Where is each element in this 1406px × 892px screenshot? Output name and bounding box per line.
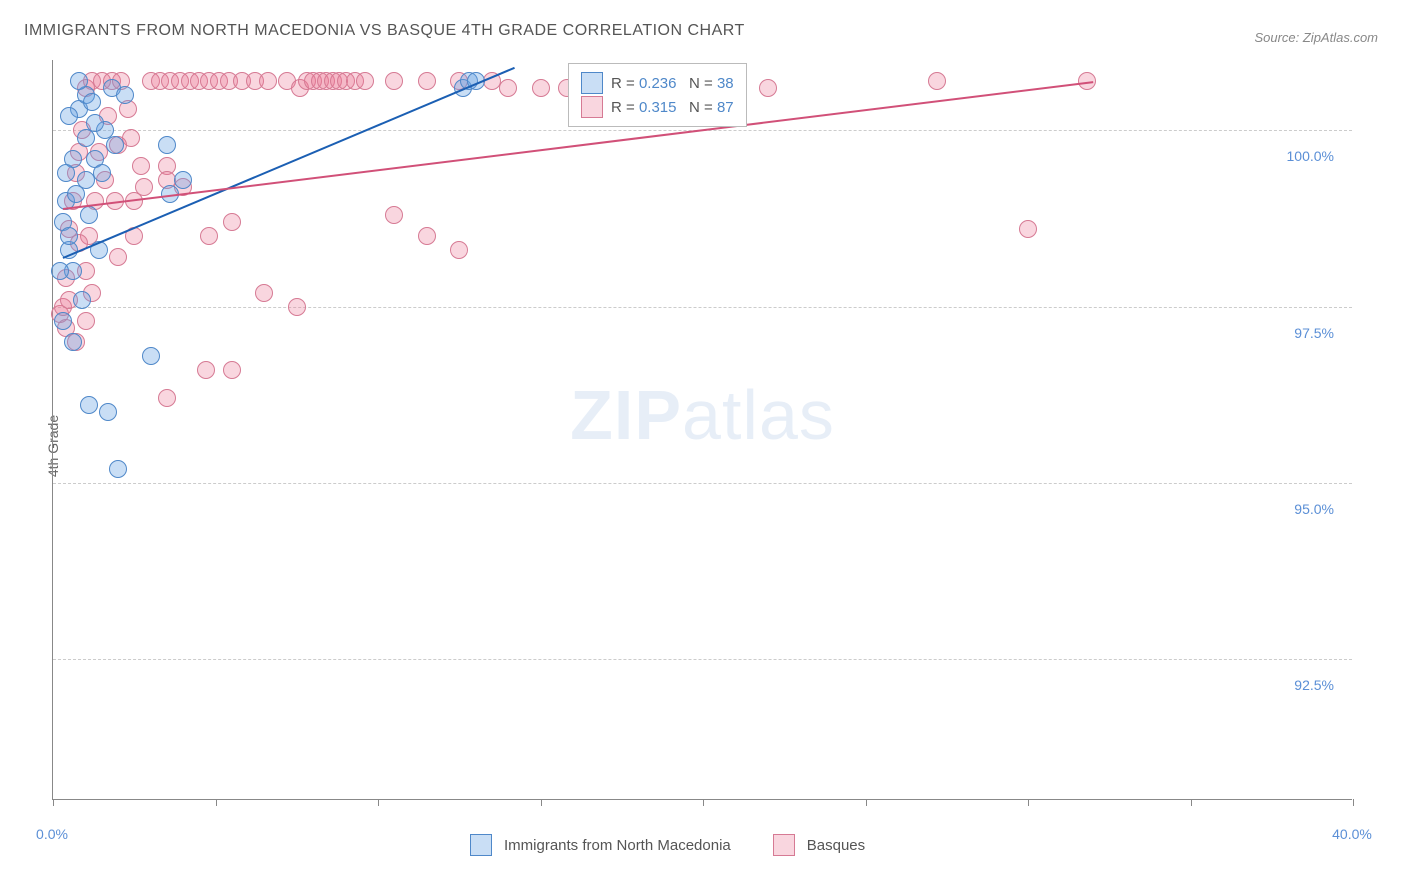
scatter-point-series2	[158, 389, 176, 407]
x-tick	[53, 799, 54, 806]
watermark-bold: ZIP	[570, 376, 682, 454]
correlation-text: R = 0.315 N = 87	[611, 99, 734, 116]
y-tick-label: 100.0%	[1287, 148, 1334, 164]
scatter-point-series1	[93, 164, 111, 182]
x-tick	[1353, 799, 1354, 806]
scatter-point-series2	[928, 72, 946, 90]
legend-swatch	[581, 96, 603, 118]
x-tick-label: 0.0%	[36, 826, 68, 842]
scatter-point-series2	[77, 312, 95, 330]
scatter-point-series2	[259, 72, 277, 90]
gridline	[53, 307, 1352, 308]
correlation-legend-row: R = 0.315 N = 87	[581, 96, 734, 118]
legend-swatch	[773, 834, 795, 856]
legend-label: Immigrants from North Macedonia	[504, 837, 731, 854]
scatter-point-series1	[67, 185, 85, 203]
correlation-legend-row: R = 0.236 N = 38	[581, 72, 734, 94]
scatter-point-series2	[135, 178, 153, 196]
scatter-point-series1	[106, 136, 124, 154]
scatter-point-series2	[499, 79, 517, 97]
series-legend: Immigrants from North Macedonia Basques	[470, 834, 895, 856]
scatter-point-series1	[86, 114, 104, 132]
gridline	[53, 659, 1352, 660]
legend-label: Basques	[807, 837, 865, 854]
scatter-point-series2	[109, 248, 127, 266]
scatter-point-series2	[418, 227, 436, 245]
scatter-point-series1	[83, 93, 101, 111]
watermark-light: atlas	[682, 376, 835, 454]
scatter-point-series2	[759, 79, 777, 97]
x-tick-label: 40.0%	[1332, 826, 1372, 842]
scatter-point-series2	[223, 361, 241, 379]
scatter-point-series1	[109, 460, 127, 478]
scatter-point-series1	[99, 403, 117, 421]
y-tick-label: 92.5%	[1294, 677, 1334, 693]
plot-area: ZIPatlas 92.5% 95.0% 97.5% 100.0%	[52, 60, 1352, 800]
legend-swatch	[470, 834, 492, 856]
correlation-text: R = 0.236 N = 38	[611, 75, 734, 92]
scatter-point-series1	[57, 164, 75, 182]
scatter-point-series1	[80, 206, 98, 224]
correlation-legend: R = 0.236 N = 38 R = 0.315 N = 87	[568, 63, 747, 127]
scatter-point-series2	[1019, 220, 1037, 238]
scatter-point-series2	[356, 72, 374, 90]
y-tick-label: 95.0%	[1294, 501, 1334, 517]
scatter-point-series1	[64, 333, 82, 351]
watermark: ZIPatlas	[570, 375, 835, 455]
scatter-point-series2	[255, 284, 273, 302]
scatter-point-series2	[288, 298, 306, 316]
x-tick	[1191, 799, 1192, 806]
scatter-point-series1	[54, 312, 72, 330]
x-tick	[541, 799, 542, 806]
scatter-point-series1	[158, 136, 176, 154]
scatter-point-series2	[132, 157, 150, 175]
y-tick-label: 97.5%	[1294, 325, 1334, 341]
source-attribution: Source: ZipAtlas.com	[1254, 30, 1378, 45]
scatter-point-series2	[532, 79, 550, 97]
scatter-point-series2	[223, 213, 241, 231]
scatter-point-series1	[142, 347, 160, 365]
gridline	[53, 483, 1352, 484]
scatter-point-series1	[60, 227, 78, 245]
scatter-point-series2	[418, 72, 436, 90]
scatter-point-series1	[80, 396, 98, 414]
x-tick	[216, 799, 217, 806]
scatter-point-series2	[385, 206, 403, 224]
x-tick	[1028, 799, 1029, 806]
scatter-point-series2	[450, 241, 468, 259]
scatter-point-series1	[51, 262, 69, 280]
scatter-point-series1	[70, 72, 88, 90]
scatter-point-series2	[200, 227, 218, 245]
scatter-point-series1	[60, 107, 78, 125]
x-tick	[378, 799, 379, 806]
legend-swatch	[581, 72, 603, 94]
scatter-point-series1	[174, 171, 192, 189]
chart-title: IMMIGRANTS FROM NORTH MACEDONIA VS BASQU…	[24, 22, 745, 40]
x-tick	[866, 799, 867, 806]
x-tick	[703, 799, 704, 806]
scatter-point-series1	[73, 291, 91, 309]
scatter-point-series1	[116, 86, 134, 104]
scatter-point-series2	[385, 72, 403, 90]
scatter-point-series2	[197, 361, 215, 379]
